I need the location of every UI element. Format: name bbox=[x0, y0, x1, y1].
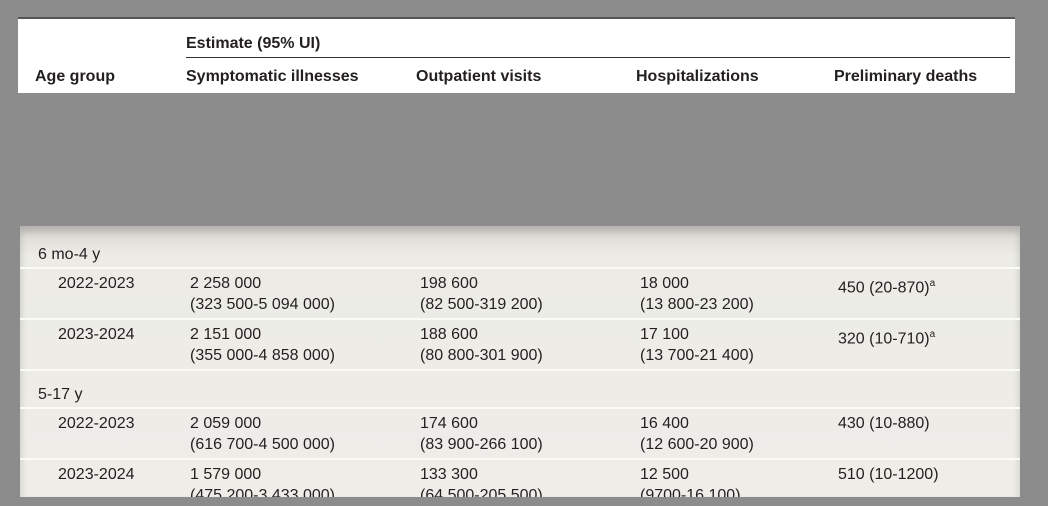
cell-interval: (323 500-5 094 000) bbox=[190, 295, 335, 315]
cell-text: (355 000-4 858 000) bbox=[190, 347, 335, 364]
age-group: 5-17 y bbox=[38, 386, 83, 403]
cell-text: 133 300 bbox=[420, 466, 478, 483]
cell-text: 450 (20-870) bbox=[838, 279, 930, 297]
cell-text: 1 579 000 bbox=[190, 466, 262, 483]
footnote-marker: a bbox=[929, 329, 936, 340]
cell-text: (64 500-205 500) bbox=[420, 487, 543, 497]
cell-text: 18 000 bbox=[640, 275, 689, 292]
cell-value: 2 151 000 bbox=[190, 325, 261, 345]
season: 2022-2023 bbox=[58, 415, 135, 432]
cell-text: 12 500 bbox=[640, 466, 689, 483]
row-separator bbox=[20, 267, 1020, 269]
cell-value: 2 059 000 bbox=[190, 414, 261, 434]
cell-text: (9700-16 100) bbox=[640, 487, 741, 497]
cell-value: 17 100 bbox=[640, 325, 689, 345]
cell-interval: (13 800-23 200) bbox=[640, 295, 754, 315]
cell-text: (83 900-266 100) bbox=[420, 436, 543, 453]
column-header: Hospitalizations bbox=[636, 68, 759, 85]
row-separator bbox=[20, 318, 1020, 320]
cell-value: 16 400 bbox=[640, 414, 689, 434]
header-rule bbox=[186, 57, 1010, 58]
cell-interval: (83 900-266 100) bbox=[420, 435, 543, 455]
row-separator bbox=[20, 369, 1020, 371]
cell-interval: (475 200-3 433 000) bbox=[190, 486, 335, 497]
cell-text: 2 059 000 bbox=[190, 415, 262, 432]
cell-text: 198 600 bbox=[420, 275, 478, 292]
season: 2023-2024 bbox=[58, 466, 135, 483]
cell-interval: (80 800-301 900) bbox=[420, 346, 543, 366]
cell-value: 430 (10-880) bbox=[838, 414, 930, 434]
cell-text: 16 400 bbox=[640, 415, 689, 432]
row-separator bbox=[20, 407, 1020, 409]
column-header: Outpatient visits bbox=[416, 68, 542, 85]
season: 2023-2024 bbox=[58, 326, 135, 343]
cell-value: 2 258 000 bbox=[190, 274, 261, 294]
cell-text: 2 151 000 bbox=[190, 326, 262, 343]
age-group: 6 mo-4 y bbox=[38, 246, 101, 263]
cell-interval: (616 700-4 500 000) bbox=[190, 435, 335, 455]
cell-interval: (82 500-319 200) bbox=[420, 295, 543, 315]
cell-text: 430 (10-880) bbox=[838, 415, 930, 432]
row-separator bbox=[20, 458, 1020, 460]
cell-interval: (12 600-20 900) bbox=[640, 435, 754, 455]
cell-value: 450 (20-870)a bbox=[838, 274, 935, 298]
cell-value: 188 600 bbox=[420, 325, 478, 345]
cell-value: 18 000 bbox=[640, 274, 689, 294]
cell-value: 1 579 000 bbox=[190, 465, 261, 485]
cell-value: 12 500 bbox=[640, 465, 689, 485]
cell-interval: (13 700-21 400) bbox=[640, 346, 754, 366]
cell-text: 2 258 000 bbox=[190, 275, 262, 292]
cell-interval: (355 000-4 858 000) bbox=[190, 346, 335, 366]
footnote-marker: a bbox=[929, 278, 936, 289]
cell-text: (80 800-301 900) bbox=[420, 347, 543, 364]
cell-text: 174 600 bbox=[420, 415, 478, 432]
cell-value: 133 300 bbox=[420, 465, 478, 485]
cell-text: 188 600 bbox=[420, 326, 478, 343]
cell-text: (13 800-23 200) bbox=[640, 296, 754, 313]
cell-value: 510 (10-1200) bbox=[838, 465, 939, 485]
header-group: Estimate (95% UI) bbox=[186, 35, 321, 52]
table-body: 6 mo-4 y 2022-2023 2 258 000 (323 500-5 094… bbox=[20, 226, 1020, 497]
cell-interval: (64 500-205 500) bbox=[420, 486, 543, 497]
cell-text: 17 100 bbox=[640, 326, 689, 343]
cell-text: 510 (10-1200) bbox=[838, 466, 939, 483]
season: 2022-2023 bbox=[58, 275, 135, 292]
cell-text: (13 700-21 400) bbox=[640, 347, 754, 364]
cell-text: (475 200-3 433 000) bbox=[190, 487, 335, 497]
cell-text: (82 500-319 200) bbox=[420, 296, 543, 313]
cell-text: (616 700-4 500 000) bbox=[190, 436, 335, 453]
cell-text: (12 600-20 900) bbox=[640, 436, 754, 453]
cell-interval: (9700-16 100) bbox=[640, 486, 741, 497]
column-header: Age group bbox=[35, 68, 115, 85]
column-header: Preliminary deaths bbox=[834, 68, 978, 85]
cell-text: (323 500-5 094 000) bbox=[190, 296, 335, 313]
cell-text: 320 (10-710) bbox=[838, 330, 930, 348]
column-header: Symptomatic illnesses bbox=[186, 68, 359, 85]
table-header: Estimate (95% UI) Age group Symptomatic i… bbox=[18, 17, 1015, 93]
cell-value: 174 600 bbox=[420, 414, 478, 434]
cell-value: 198 600 bbox=[420, 274, 478, 294]
cell-value: 320 (10-710)a bbox=[838, 325, 935, 349]
